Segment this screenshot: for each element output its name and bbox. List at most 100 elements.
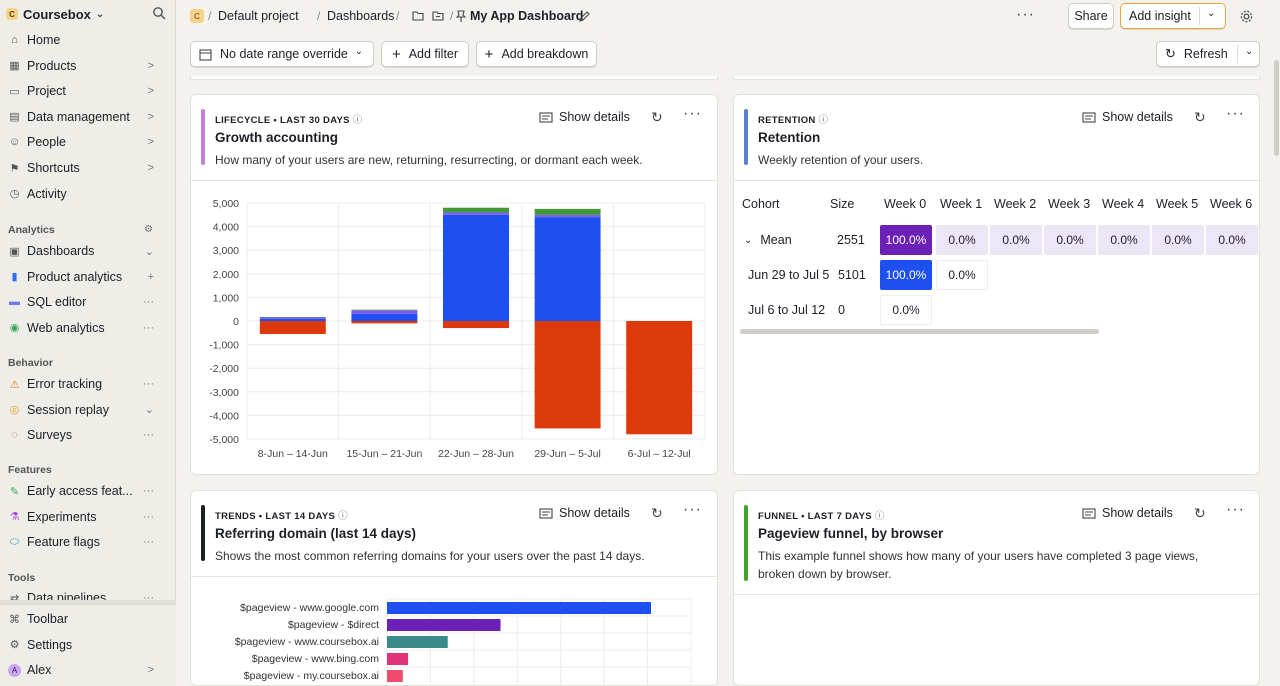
sidebar-item-experiments[interactable]: ⚗ Experiments ···: [0, 505, 176, 529]
page-scrollbar[interactable]: [1274, 60, 1279, 156]
project-avatar[interactable]: C: [190, 9, 204, 23]
refresh-icon[interactable]: ↻: [651, 109, 663, 125]
chevron-down-icon[interactable]: ⌄: [144, 245, 154, 258]
plus-icon[interactable]: +: [147, 270, 154, 283]
card-title[interactable]: Retention: [758, 130, 821, 145]
sidebar-item-alex[interactable]: A Alex >: [0, 658, 176, 682]
cohort-label[interactable]: ⌄ Mean: [744, 225, 792, 255]
sidebar-item-label: Product analytics: [27, 269, 123, 284]
date-range-select[interactable]: No date range override ⌄: [190, 41, 374, 67]
chevron-down-icon[interactable]: ⌄: [744, 234, 753, 246]
sidebar-item-toolbar[interactable]: ⌘ Toolbar: [0, 607, 176, 631]
sidebar-item-sql-editor[interactable]: ▬ SQL editor ···: [0, 290, 176, 314]
cohort-label: Jun 29 to Jul 5: [748, 260, 829, 290]
sidebar-item-label: Activity: [27, 186, 67, 201]
sidebar-item-error-tracking[interactable]: ⚠ Error tracking ···: [0, 372, 176, 396]
gear-icon[interactable]: ⚙: [144, 224, 153, 235]
chevron-right-icon[interactable]: >: [147, 85, 154, 98]
sidebar-item-shortcuts[interactable]: ⚑ Shortcuts >: [0, 156, 176, 180]
show-details-button[interactable]: Show details: [1082, 110, 1173, 124]
table-scrollbar[interactable]: [740, 329, 1099, 334]
retention-cell[interactable]: 0.0%: [936, 225, 988, 255]
more-menu-icon[interactable]: ···: [1226, 105, 1245, 122]
home-icon: ⌂: [11, 34, 18, 46]
refresh-icon[interactable]: ↻: [1194, 109, 1206, 125]
more-icon[interactable]: ···: [143, 321, 154, 334]
folder-icon[interactable]: [412, 10, 424, 21]
sidebar-item-dashboards[interactable]: ▣ Dashboards ⌄: [0, 239, 176, 263]
sidebar-scrollbar[interactable]: [0, 600, 176, 604]
more-icon[interactable]: ···: [143, 485, 154, 497]
plus-icon: +: [484, 45, 494, 63]
retention-cell[interactable]: 100.0%: [880, 260, 932, 290]
more-icon[interactable]: ···: [143, 378, 154, 390]
retention-cell[interactable]: 0.0%: [1152, 225, 1204, 255]
show-details-button[interactable]: Show details: [1082, 506, 1173, 520]
more-menu-icon[interactable]: ···: [683, 105, 702, 122]
retention-cell[interactable]: 100.0%: [880, 225, 932, 255]
chevron-down-icon[interactable]: ⌄: [1245, 46, 1254, 57]
sidebar-item-settings[interactable]: ⚙ Settings: [0, 633, 176, 657]
chevron-down-icon[interactable]: ⌄: [144, 404, 154, 417]
share-button[interactable]: Share: [1068, 3, 1114, 29]
sidebar-item-data-management[interactable]: ▤ Data management >: [0, 105, 176, 129]
sidebar-item-session-replay[interactable]: ◎ Session replay ⌄: [0, 398, 176, 422]
add-insight-button[interactable]: Add insight ⌄: [1120, 3, 1226, 29]
folder-open-icon[interactable]: [432, 10, 444, 21]
sidebar-item-people[interactable]: ☺ People >: [0, 130, 176, 154]
retention-cell[interactable]: 0.0%: [936, 260, 988, 290]
sidebar-item-project[interactable]: ▭ Project >: [0, 79, 176, 103]
add-breakdown-button[interactable]: + Add breakdown: [476, 41, 597, 67]
card-title[interactable]: Pageview funnel, by browser: [758, 526, 944, 541]
more-menu-icon[interactable]: ···: [1016, 6, 1035, 23]
sidebar-item-early-access-feat[interactable]: ✎ Early access feat... ···: [0, 479, 176, 503]
card-title[interactable]: Referring domain (last 14 days): [215, 526, 417, 541]
chevron-right-icon[interactable]: >: [147, 110, 154, 123]
retention-cell[interactable]: 0.0%: [1044, 225, 1096, 255]
more-icon[interactable]: ···: [143, 536, 154, 549]
show-details-button[interactable]: Show details: [539, 110, 630, 124]
more-icon[interactable]: ···: [143, 510, 154, 523]
sidebar-item-feature-flags[interactable]: ⬭ Feature flags ···: [0, 530, 176, 554]
chevron-right-icon[interactable]: >: [147, 664, 154, 677]
refresh-button[interactable]: ↻ Refresh ⌄: [1156, 41, 1260, 67]
more-menu-icon[interactable]: ···: [1226, 501, 1245, 518]
sidebar-item-home[interactable]: ⌂ Home: [0, 28, 176, 52]
chevron-down-icon[interactable]: ⌄: [1207, 8, 1216, 19]
show-details-button[interactable]: Show details: [539, 506, 630, 520]
add-filter-button[interactable]: + Add filter: [381, 41, 469, 67]
more-icon[interactable]: ···: [143, 592, 154, 604]
more-menu-icon[interactable]: ···: [683, 501, 702, 518]
sidebar-item-label: Feature flags: [27, 535, 100, 550]
sidebar-item-products[interactable]: ▦ Products >: [0, 54, 176, 78]
breadcrumb-dashboards[interactable]: Dashboards: [327, 9, 395, 23]
retention-cell[interactable]: 0.0%: [990, 225, 1042, 255]
referring-domain-chart: $pageview - www.google.com $pageview - $d…: [235, 598, 692, 685]
retention-cell[interactable]: 0.0%: [1206, 225, 1258, 255]
more-icon[interactable]: ···: [143, 296, 154, 309]
column-header: Cohort: [742, 197, 780, 211]
sidebar-item-web-analytics[interactable]: ◉ Web analytics ···: [0, 316, 176, 340]
search-icon[interactable]: [152, 6, 166, 20]
retention-cell[interactable]: 0.0%: [880, 295, 932, 325]
sidebar-item-activity[interactable]: ◷ Activity: [0, 182, 176, 206]
more-icon[interactable]: ···: [143, 429, 154, 442]
sidebar-item-surveys[interactable]: ◌ Surveys ···: [0, 423, 176, 447]
card-title[interactable]: Growth accounting: [215, 130, 338, 145]
y-tick-label: 1,000: [213, 292, 239, 304]
column-header: Week 0: [884, 197, 927, 211]
org-switcher[interactable]: C Coursebox ⌄: [6, 4, 104, 24]
y-tick-label: -2,000: [209, 363, 239, 375]
chevron-right-icon[interactable]: >: [147, 59, 154, 72]
chevron-right-icon[interactable]: >: [147, 136, 154, 149]
refresh-icon[interactable]: ↻: [1194, 505, 1206, 521]
error-tracking-icon: ⚠: [9, 378, 20, 391]
breadcrumb-project[interactable]: Default project: [218, 9, 299, 23]
sidebar-item-product-analytics[interactable]: ▮ Product analytics +: [0, 265, 176, 289]
retention-cell[interactable]: 0.0%: [1098, 225, 1150, 255]
gear-icon[interactable]: [1239, 9, 1254, 24]
chevron-right-icon[interactable]: >: [147, 162, 154, 174]
refresh-icon[interactable]: ↻: [651, 505, 663, 521]
edit-pencil-icon[interactable]: [578, 10, 591, 23]
cohort-size: 5101: [838, 268, 866, 282]
